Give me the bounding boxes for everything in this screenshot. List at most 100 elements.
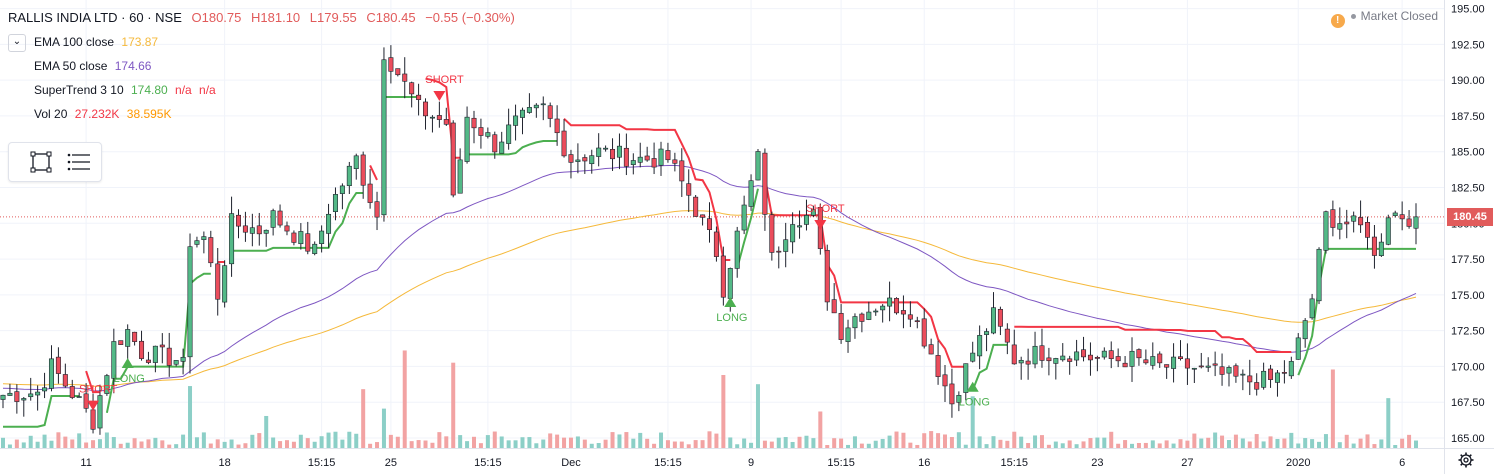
candle — [533, 103, 539, 118]
volume-bar — [368, 443, 373, 448]
candle — [229, 196, 235, 277]
candle-body — [838, 313, 844, 340]
volume-bar — [1005, 440, 1010, 448]
volume-row[interactable]: Vol 20 27.232K 38.595K — [8, 104, 515, 128]
candle — [312, 241, 318, 256]
volume-bar — [1337, 442, 1342, 448]
candle — [769, 211, 775, 261]
candle-body — [630, 160, 636, 165]
candle — [249, 213, 255, 247]
volume-bar — [194, 437, 199, 448]
candle — [797, 210, 803, 239]
volume-bar — [693, 440, 698, 448]
candle — [1060, 343, 1066, 362]
volume-bar — [610, 432, 615, 448]
volume-bar — [49, 440, 54, 448]
open-value: O180.75 — [191, 10, 242, 25]
candle-body — [1184, 358, 1190, 369]
ema100-row[interactable]: ⌄ EMA 100 close 173.87 — [8, 32, 515, 56]
candle-body — [921, 318, 927, 347]
candle — [1094, 355, 1100, 372]
candle — [28, 377, 34, 401]
candle — [810, 205, 816, 218]
candle-body — [1198, 365, 1204, 368]
market-status[interactable]: ! Market Closed — [1330, 9, 1438, 28]
candle-body — [62, 374, 68, 387]
candle — [319, 225, 325, 253]
candle — [831, 283, 837, 314]
candle — [291, 230, 297, 246]
candle-body — [797, 225, 803, 228]
candle-body — [942, 374, 948, 387]
volume-bar — [1109, 431, 1114, 448]
x-tick-label: 15:15 — [654, 457, 682, 469]
gear-icon[interactable] — [1458, 452, 1474, 468]
volume-bar — [215, 439, 220, 448]
volume-bar — [562, 437, 567, 448]
candle — [1309, 293, 1315, 320]
volume-bar — [624, 432, 629, 448]
candle-body — [277, 210, 283, 226]
volume-bar — [603, 439, 608, 448]
x-tick-label: 15:15 — [1000, 457, 1028, 469]
volume-bar — [998, 439, 1003, 448]
candle-body — [1046, 357, 1052, 362]
volume-bar — [499, 436, 504, 448]
rectangle-select-icon[interactable] — [29, 151, 53, 173]
volume-bar — [1254, 434, 1259, 448]
volume-bar — [1033, 435, 1038, 448]
candle — [139, 330, 145, 361]
candle-body — [672, 159, 678, 164]
candle — [526, 93, 532, 114]
volume-bar — [541, 439, 546, 448]
candle — [1344, 209, 1350, 239]
volume-bar — [859, 443, 864, 448]
candle-body — [1101, 350, 1107, 358]
volume-bar — [645, 438, 650, 448]
candle — [367, 169, 373, 209]
candle-body — [478, 127, 484, 136]
candle — [159, 333, 165, 364]
supertrend-row[interactable]: SuperTrend 3 10 174.80 n/a n/a — [8, 80, 515, 104]
volume-bar — [617, 434, 622, 448]
volume-bar — [1185, 440, 1190, 448]
volume-bar — [70, 439, 75, 448]
candle — [464, 106, 470, 164]
candle — [665, 142, 671, 163]
candle — [1316, 247, 1322, 305]
candle-body — [810, 209, 816, 216]
supertrend-line — [736, 188, 759, 269]
candle-body — [388, 57, 394, 72]
candle-body — [720, 255, 726, 298]
volume-bar — [527, 437, 532, 448]
volume-bar — [638, 432, 643, 448]
candle-body — [229, 213, 235, 265]
candle — [180, 348, 186, 375]
volume-bar — [478, 443, 483, 448]
candle — [713, 226, 719, 262]
candle — [360, 151, 366, 199]
candle-body — [706, 218, 712, 230]
candle-body — [145, 359, 151, 363]
list-settings-icon[interactable] — [67, 151, 91, 173]
candle-body — [963, 363, 969, 393]
volume-bar — [340, 439, 345, 448]
candle-body — [1288, 361, 1294, 377]
volume-bar — [1081, 441, 1086, 448]
chevron-down-icon[interactable]: ⌄ — [8, 33, 26, 52]
candle — [734, 226, 740, 278]
candle — [97, 384, 103, 435]
candle — [436, 101, 442, 128]
candle-body — [55, 356, 61, 374]
candle-body — [506, 124, 512, 144]
volume-bar — [1157, 443, 1162, 448]
candle — [1219, 353, 1225, 386]
volume-bar — [922, 433, 927, 448]
candle-body — [208, 237, 214, 264]
long-signal-label: LONG — [959, 397, 990, 409]
ema50-row[interactable]: EMA 50 close 174.66 — [8, 56, 515, 80]
candle-body — [519, 109, 525, 118]
volume-bar — [1143, 442, 1148, 448]
candle — [35, 385, 41, 411]
